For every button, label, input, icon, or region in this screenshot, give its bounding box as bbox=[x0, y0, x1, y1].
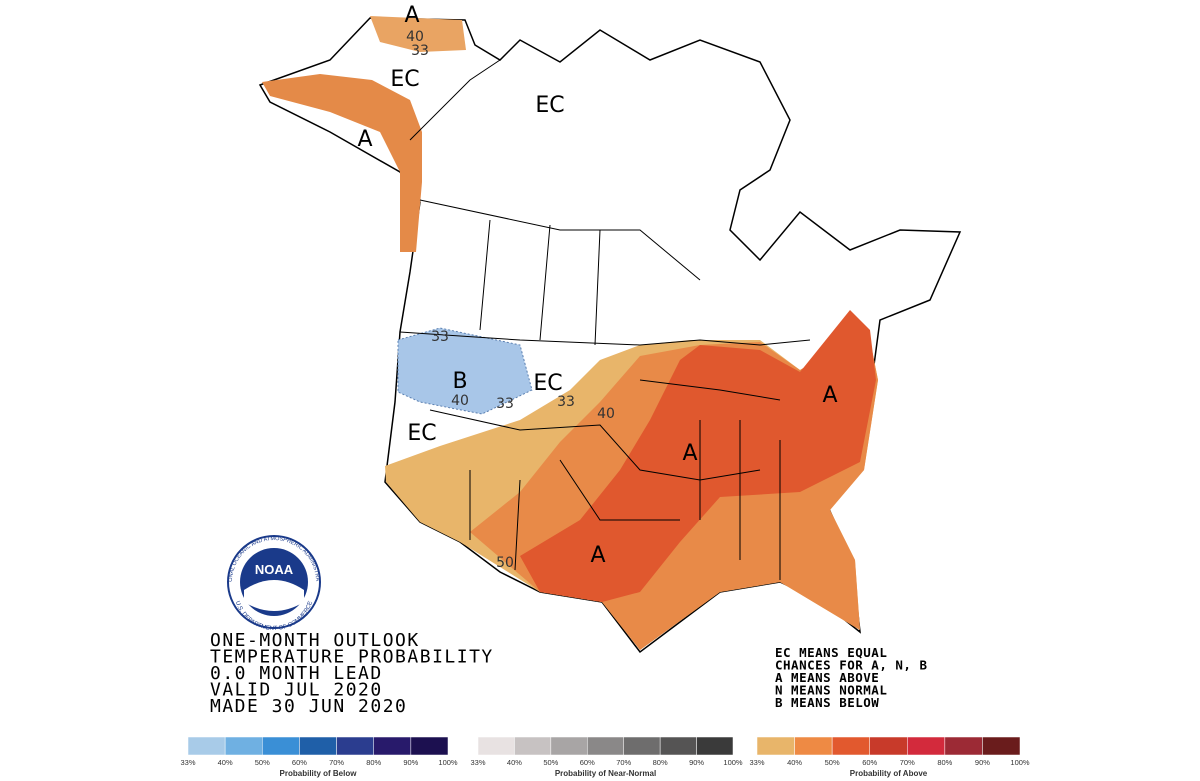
contour-label: 33 bbox=[411, 43, 429, 59]
above-50 bbox=[520, 310, 876, 602]
colorbar-tick-label: 100% bbox=[1010, 758, 1030, 767]
region-label: A bbox=[357, 127, 372, 152]
colorbar-tick-label: 70% bbox=[616, 758, 631, 767]
colorbar-tick-label: 40% bbox=[507, 758, 522, 767]
title-line: TEMPERATURE PROBABILITY bbox=[210, 647, 494, 668]
title-line: VALID JUL 2020 bbox=[210, 680, 383, 701]
colorbar-tick-label: 60% bbox=[292, 758, 307, 767]
colorbar-tick-label: 100% bbox=[438, 758, 458, 767]
colorbar-tick-label: 50% bbox=[255, 758, 270, 767]
colorbar-tick-label: 60% bbox=[580, 758, 595, 767]
region-label: A bbox=[590, 543, 605, 568]
colorbar-tick-label: 90% bbox=[975, 758, 990, 767]
above-alaska-south bbox=[262, 74, 422, 252]
colorbar-swatch bbox=[869, 736, 908, 756]
region-label: A bbox=[822, 383, 837, 408]
colorbar-caption: Probability of Above bbox=[850, 769, 928, 778]
colorbar-swatch bbox=[550, 736, 588, 756]
colorbar-swatch bbox=[224, 736, 263, 756]
colorbar-swatch bbox=[477, 736, 515, 756]
colorbar-swatch bbox=[794, 736, 833, 756]
colorbar-swatch bbox=[944, 736, 983, 756]
region-label: B bbox=[452, 369, 467, 394]
region-label: A bbox=[682, 441, 697, 466]
below-northwest bbox=[397, 327, 533, 415]
colorbar-tick-label: 33% bbox=[180, 758, 195, 767]
contour-label: 40 bbox=[597, 406, 615, 422]
colorbar-tick-label: 90% bbox=[403, 758, 418, 767]
colorbar-tick-label: 70% bbox=[900, 758, 915, 767]
region-label: EC bbox=[535, 93, 564, 118]
title-line: 0.0 MONTH LEAD bbox=[210, 663, 383, 684]
contour-label: 33 bbox=[496, 396, 514, 412]
legend-note: A MEANS ABOVE bbox=[775, 670, 879, 685]
title-line: ONE-MONTH OUTLOOK bbox=[210, 630, 420, 651]
legend-note: N MEANS NORMAL bbox=[775, 683, 887, 698]
colorbar-tick-label: 40% bbox=[218, 758, 233, 767]
logo-wave bbox=[244, 580, 304, 611]
contour-label: 40 bbox=[451, 393, 469, 409]
colorbar-swatch bbox=[410, 736, 449, 756]
colorbar-tick-label: 90% bbox=[689, 758, 704, 767]
region-label: EC bbox=[390, 67, 419, 92]
colorbar-swatch bbox=[907, 736, 946, 756]
region-label: A bbox=[404, 3, 419, 28]
boundaries bbox=[399, 59, 811, 580]
colorbar-tick-label: 33% bbox=[749, 758, 764, 767]
colorbar-swatch bbox=[982, 736, 1021, 756]
colorbar-tick-label: 60% bbox=[862, 758, 877, 767]
colorbar-caption: Probability of Below bbox=[280, 769, 358, 778]
colorbar-swatch bbox=[831, 736, 870, 756]
colorbar-swatch bbox=[187, 736, 226, 756]
colorbar-tick-label: 70% bbox=[329, 758, 344, 767]
colorbar-swatch bbox=[373, 736, 412, 756]
contour-label: 33 bbox=[557, 394, 575, 410]
colorbar: 33% 40% 50% 60% 70% 80% 90% 100% Probability of … bbox=[749, 736, 1030, 778]
legend-note: EC MEANS EQUAL bbox=[775, 645, 887, 660]
region-label: EC bbox=[533, 371, 562, 396]
colorbar-swatch bbox=[696, 736, 734, 756]
contour-label: 33 bbox=[431, 329, 449, 345]
logo-name: NOAA bbox=[255, 562, 294, 577]
colorbar: 33% 40% 50% 60% 70% 80% 90% 100% Probability of … bbox=[470, 736, 743, 778]
title-line: MADE 30 JUN 2020 bbox=[210, 696, 407, 717]
colorbar-tick-label: 80% bbox=[937, 758, 952, 767]
colorbar-tick-label: 33% bbox=[470, 758, 485, 767]
colorbar-tick-label: 40% bbox=[787, 758, 802, 767]
region-label: EC bbox=[407, 421, 436, 446]
above-alaska-north bbox=[370, 16, 466, 52]
contour-label: 50 bbox=[496, 555, 514, 571]
colorbar-swatch bbox=[299, 736, 337, 756]
colorbar-swatch bbox=[514, 736, 552, 756]
colorbar-swatch bbox=[262, 736, 300, 756]
legend-note: B MEANS BELOW bbox=[775, 695, 879, 710]
colorbar-swatch bbox=[336, 736, 374, 756]
colorbar-swatch bbox=[756, 736, 795, 756]
colorbar-swatch bbox=[623, 736, 661, 756]
legend-note: CHANCES FOR A, N, B bbox=[775, 658, 928, 673]
colorbar-tick-label: 50% bbox=[543, 758, 558, 767]
colorbar-swatch bbox=[659, 736, 697, 756]
colorbar-tick-label: 80% bbox=[366, 758, 381, 767]
colorbar-tick-label: 50% bbox=[825, 758, 840, 767]
colorbar-caption: Probability of Near-Normal bbox=[555, 769, 656, 778]
colorbar: 33% 40% 50% 60% 70% 80% 90% 100% Probability of … bbox=[180, 736, 458, 778]
colorbar-tick-label: 100% bbox=[723, 758, 743, 767]
contour-label: 40 bbox=[406, 29, 424, 45]
colorbar-tick-label: 80% bbox=[653, 758, 668, 767]
colorbar-swatch bbox=[587, 736, 624, 756]
